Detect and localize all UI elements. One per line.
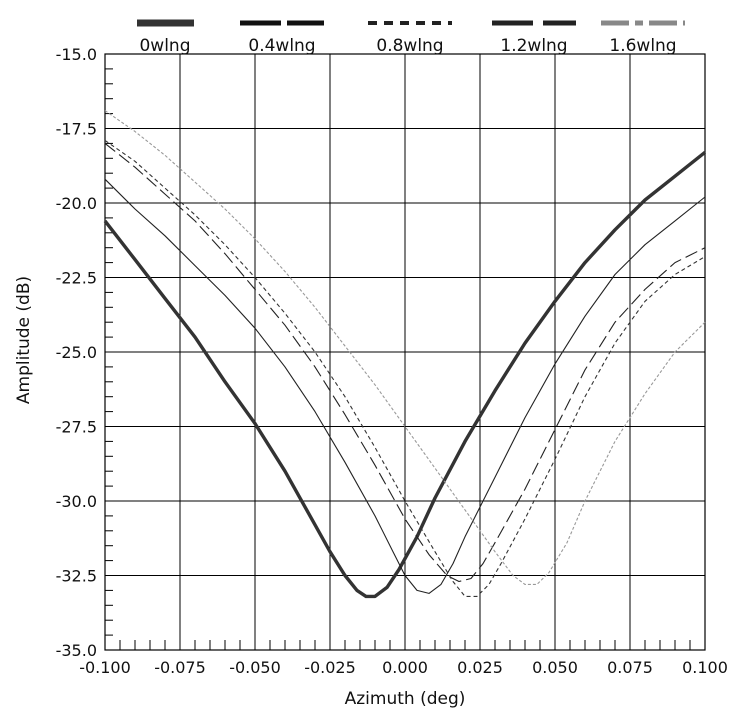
y-tick-label: -35.0 (56, 641, 97, 660)
plot-area-frame (104, 53, 706, 651)
y-tick-label: -20.0 (56, 194, 97, 213)
y-tick-label: -27.5 (56, 418, 97, 437)
series-line-0.8wlng (104, 142, 706, 583)
legend-label: 0.8wlng (376, 36, 443, 56)
y-tick-label: -15.0 (56, 45, 97, 64)
x-axis-label: Azimuth (deg) (345, 689, 466, 709)
x-tick-label: 0.025 (457, 658, 503, 677)
legend-label: 1.6wlng (609, 36, 676, 56)
y-tick-label: -32.5 (56, 567, 97, 586)
x-tick-label: -0.050 (229, 658, 281, 677)
minor-ticks (105, 68, 691, 650)
legend-label: 0wlng (139, 36, 190, 56)
series-line-1.6wlng (104, 110, 706, 585)
y-tick-label: -22.5 (56, 269, 97, 288)
legend-label: 1.2wlng (500, 36, 567, 56)
y-tick-label: -30.0 (56, 492, 97, 511)
x-tick-label: 0.075 (607, 658, 653, 677)
x-tick-label: 0.100 (682, 658, 728, 677)
x-tick-label: 0.050 (532, 658, 578, 677)
x-tick-label: -0.075 (154, 658, 206, 677)
y-tick-label: -17.5 (56, 120, 97, 139)
legend: 0wlng 0.4wlng 0.8wlng 1.2wlng 1.6wlng (137, 19, 685, 56)
y-axis-tick-labels: -15.0 -17.5 -20.0 -22.5 -25.0 -27.5 -30.0 -32.5… (56, 45, 97, 660)
x-tick-label: 0.000 (382, 658, 428, 677)
legend-label: 0.4wlng (248, 36, 315, 56)
x-tick-label: -0.100 (79, 658, 131, 677)
series-line-1.2wlng (104, 139, 706, 597)
y-tick-label: -25.0 (56, 343, 97, 362)
series-line-0wlng (103, 150, 707, 599)
x-axis-tick-labels: -0.100 -0.075 -0.050 -0.025 0.000 0.025 0.050 0… (79, 658, 728, 677)
x-tick-label: -0.025 (304, 658, 356, 677)
series-line-0.4wlng (104, 178, 706, 594)
data-series (103, 110, 707, 599)
y-axis-label: Amplitude (dB) (14, 276, 34, 404)
